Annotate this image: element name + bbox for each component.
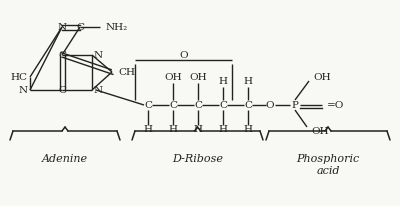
Text: =O: =O	[327, 101, 344, 110]
Text: C: C	[76, 22, 84, 32]
Text: N: N	[19, 85, 28, 95]
Text: C: C	[194, 101, 202, 110]
Text: OH: OH	[189, 73, 207, 82]
Text: OH: OH	[313, 73, 331, 82]
Text: C: C	[169, 101, 177, 110]
Text: H: H	[218, 76, 228, 85]
Text: acid: acid	[316, 166, 340, 176]
Text: O: O	[179, 50, 188, 60]
Text: O: O	[266, 101, 274, 110]
Text: H: H	[144, 125, 152, 135]
Text: C: C	[144, 101, 152, 110]
Text: N: N	[94, 85, 103, 95]
Text: P: P	[292, 101, 298, 110]
Text: Adenine: Adenine	[42, 154, 88, 164]
Text: C: C	[244, 101, 252, 110]
Text: C: C	[58, 50, 66, 60]
Text: N: N	[94, 50, 103, 60]
Text: C: C	[58, 85, 66, 95]
Text: C: C	[219, 101, 227, 110]
Text: H: H	[194, 125, 202, 135]
Text: Phosphoric: Phosphoric	[296, 154, 360, 164]
Text: NH₂: NH₂	[106, 22, 128, 32]
Text: HC: HC	[10, 73, 27, 82]
Text: H: H	[218, 125, 228, 135]
Text: H: H	[244, 125, 252, 135]
Text: CH: CH	[118, 68, 135, 76]
Text: OH: OH	[164, 73, 182, 82]
Text: N: N	[58, 22, 66, 32]
Text: D-Ribose: D-Ribose	[172, 154, 223, 164]
Text: H: H	[168, 125, 178, 135]
Text: OH: OH	[311, 128, 329, 137]
Text: H: H	[244, 76, 252, 85]
